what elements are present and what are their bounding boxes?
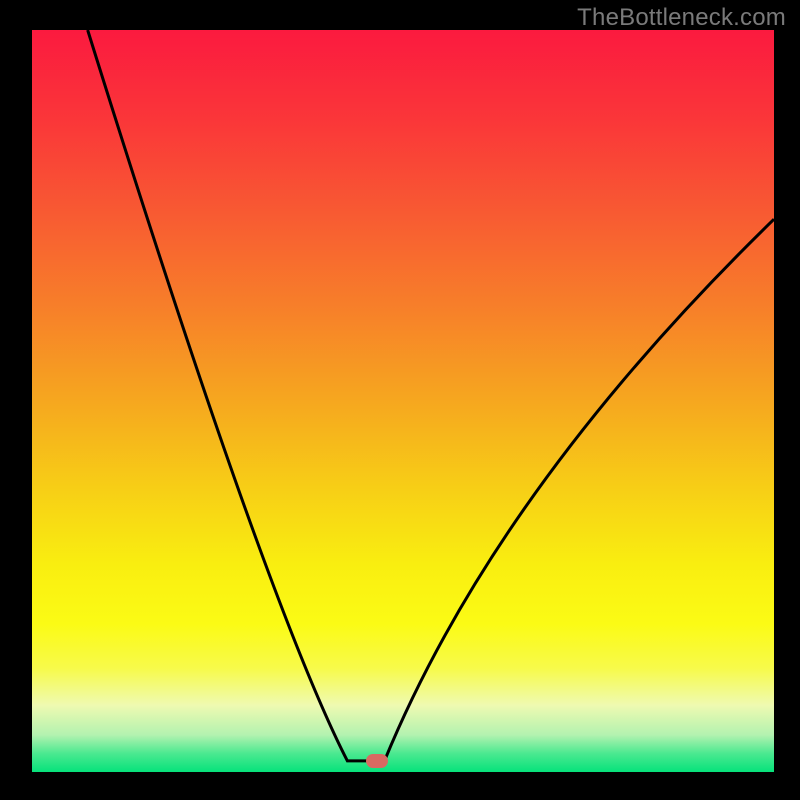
- plot-area: [32, 30, 774, 772]
- chart-frame: TheBottleneck.com: [0, 0, 800, 800]
- watermark-text: TheBottleneck.com: [577, 4, 786, 32]
- optimum-marker: [366, 754, 388, 768]
- bottleneck-curve: [32, 30, 774, 772]
